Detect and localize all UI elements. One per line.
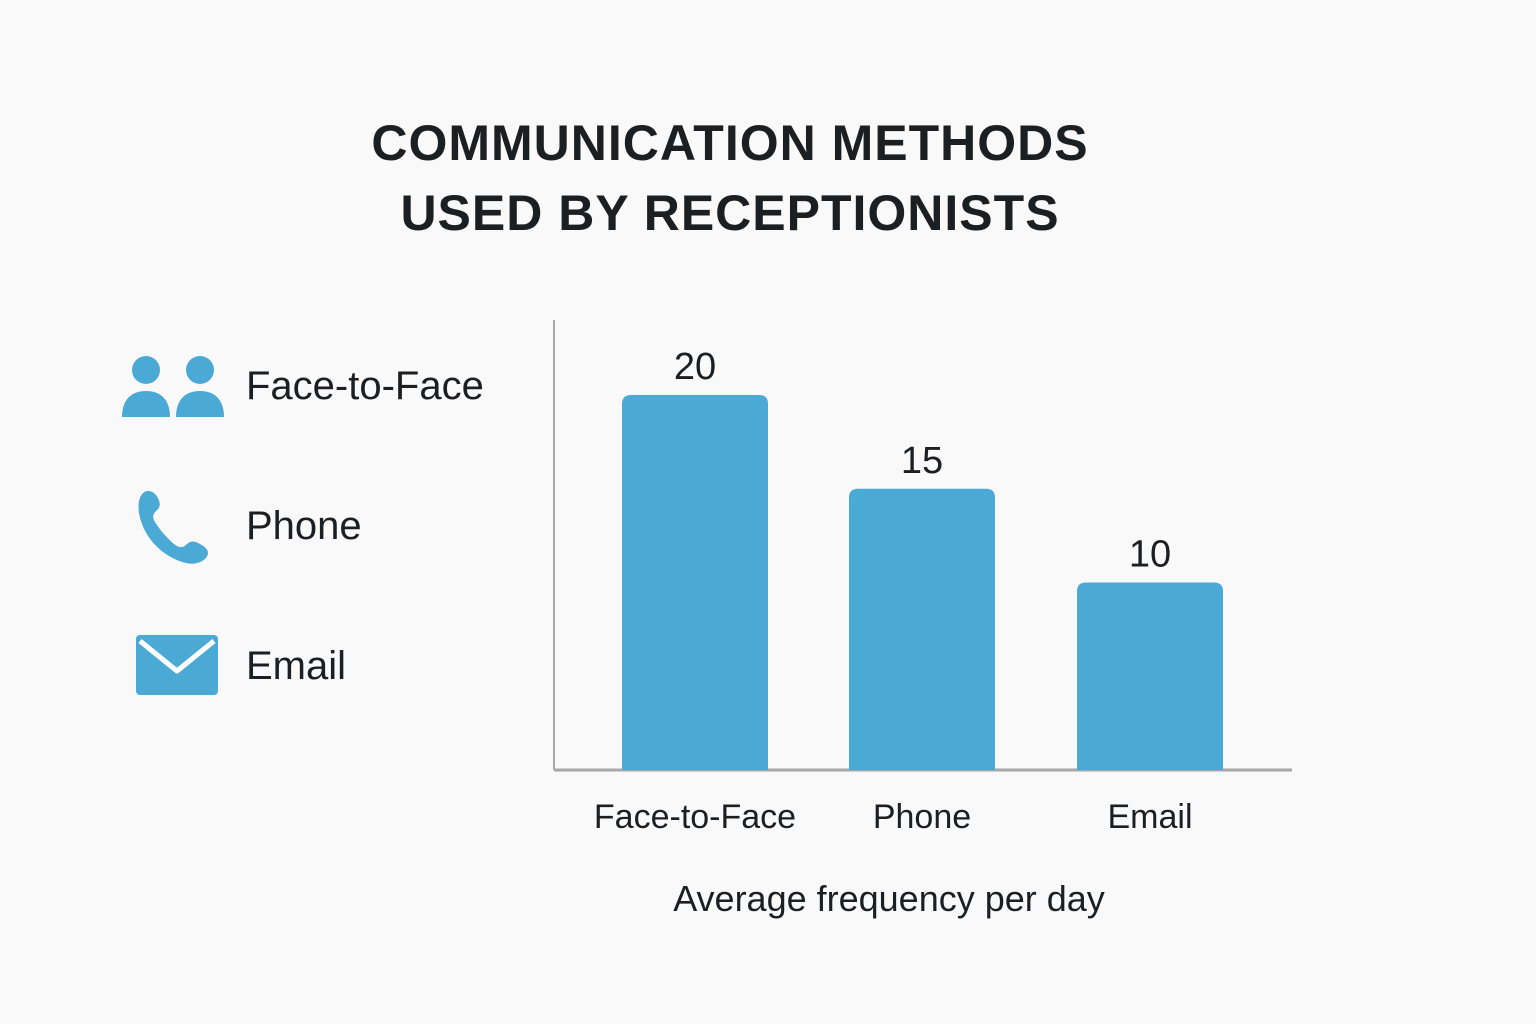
bar-face-to-face [622,395,768,770]
legend-label-face-to-face: Face-to-Face [246,364,484,408]
category-label-email: Email [1107,798,1192,836]
value-label-phone: 15 [901,440,943,482]
legend-label-email: Email [246,644,347,688]
chart-title-line-2: USED BY RECEPTIONISTS [400,185,1060,241]
x-axis-title: Average frequency per day [673,878,1105,919]
envelope-icon [118,625,228,705]
phone-icon [118,485,228,565]
legend-item-face-to-face: Face-to-Face [118,345,538,425]
value-label-email: 10 [1129,534,1171,576]
category-label-phone: Phone [873,798,971,836]
legend-item-email: Email [118,625,538,705]
people-icon [118,345,228,425]
chart-title: COMMUNICATION METHODS USED BY RECEPTIONI… [230,108,1230,248]
chart-title-line-1: COMMUNICATION METHODS [371,115,1089,171]
legend-label-phone: Phone [246,504,362,548]
legend-item-phone: Phone [118,485,538,565]
value-label-face-to-face: 20 [674,346,716,388]
bar-email [1077,582,1223,770]
category-label-face-to-face: Face-to-Face [594,798,796,836]
bar-phone [849,488,995,770]
